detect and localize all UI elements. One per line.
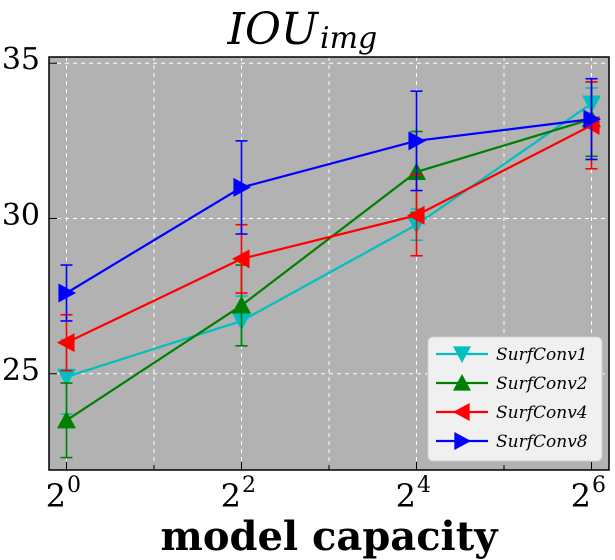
- series-surfconv4: [57, 81, 600, 372]
- chart-title: IOU: [226, 4, 319, 55]
- x-tick-power: 6: [592, 473, 606, 498]
- data-point: [407, 205, 425, 225]
- x-tick-power: 4: [417, 473, 431, 498]
- x-tick-label-2-4: 2 4: [396, 473, 431, 515]
- data-point: [58, 283, 76, 303]
- data-point: [408, 131, 426, 151]
- x-tick-label-2-2: 2 2: [221, 473, 256, 515]
- minor-ticks: [49, 62, 592, 470]
- legend-marker: [454, 432, 471, 450]
- data-point: [57, 368, 76, 387]
- legend-entry-surfconv8: SurfConv8: [436, 432, 588, 452]
- legend-box: [427, 336, 603, 462]
- x-axis-label: model capacity: [161, 513, 500, 560]
- legend-marker: [453, 403, 470, 421]
- data-point: [57, 333, 75, 353]
- x-tick-power: 2: [242, 473, 256, 498]
- legend-entry-surfconv4: SurfConv4: [436, 403, 588, 423]
- legend-label: SurfConv2: [496, 374, 588, 394]
- y-tick-label-25: 25: [2, 353, 40, 388]
- legend-label: SurfConv8: [496, 432, 588, 452]
- series-line: [65, 118, 592, 294]
- chart-title-subscript: img: [320, 21, 377, 56]
- legend-entry-surfconv2: SurfConv2: [436, 374, 588, 394]
- x-tick-power: 0: [67, 473, 81, 498]
- x-tick-base: 2: [571, 477, 591, 515]
- x-tick-label-2-0: 2 0: [46, 473, 81, 515]
- y-tick-label-30: 30: [2, 198, 40, 233]
- legend: SurfConv1 SurfConv2 SurfConv4 SurfConv8: [427, 336, 603, 462]
- series-line: [66, 102, 593, 378]
- series-line: [65, 118, 592, 422]
- x-tick-label-2-6: 2 6: [571, 473, 606, 515]
- legend-marker: [453, 346, 471, 363]
- plot-frame: [48, 56, 610, 471]
- data-point: [583, 109, 601, 129]
- legend-label: SurfConv1: [496, 345, 588, 365]
- x-tick-base: 2: [396, 477, 416, 515]
- data-point: [232, 249, 250, 269]
- legend-entry-surfconv1: SurfConv1: [436, 345, 588, 365]
- x-tick-base: 2: [221, 477, 241, 515]
- x-tick-base: 2: [46, 477, 66, 515]
- data-point: [233, 177, 251, 197]
- legend-label: SurfConv4: [496, 403, 588, 423]
- data-point: [232, 295, 251, 314]
- series-layer: [57, 77, 601, 459]
- series-surfconv8: [58, 77, 601, 322]
- data-point: [57, 410, 76, 429]
- series-line: [66, 124, 593, 344]
- y-tick-label-35: 35: [2, 42, 40, 77]
- legend-marker: [453, 374, 471, 391]
